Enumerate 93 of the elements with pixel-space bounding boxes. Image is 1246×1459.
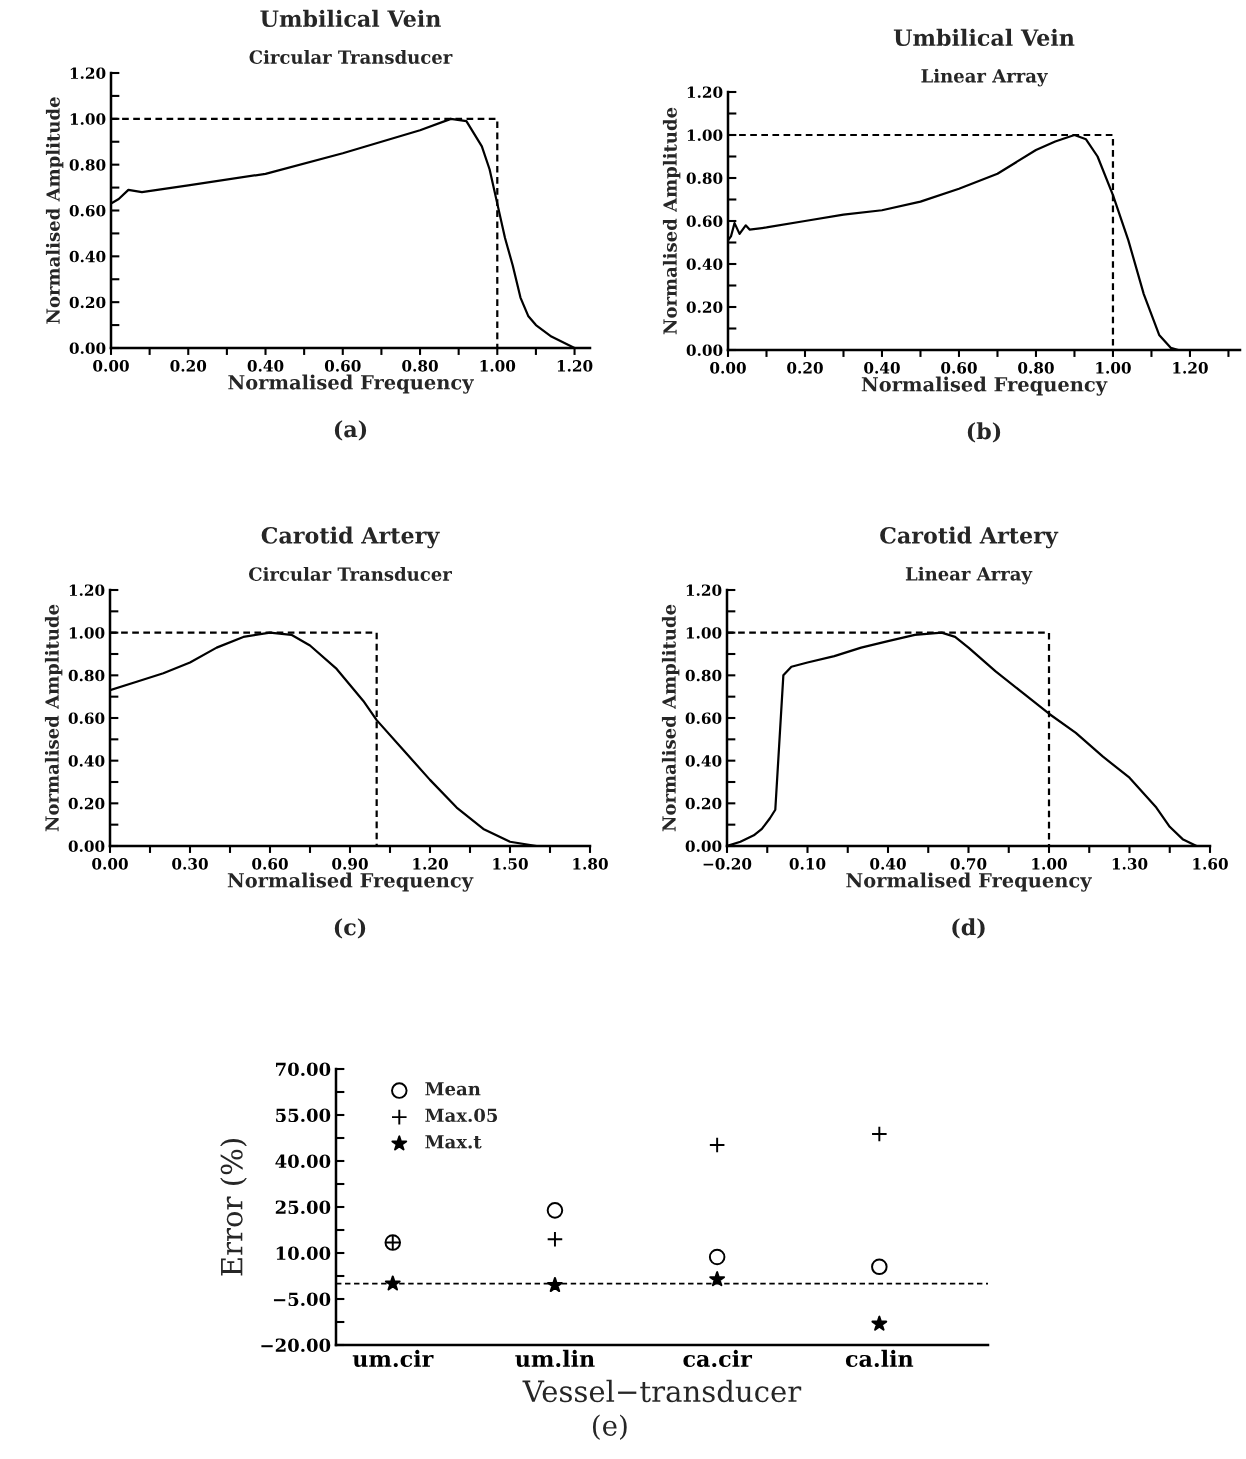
y-tick-label: 10.00 xyxy=(276,1246,331,1261)
y-axis-title: Normalised Amplitude xyxy=(661,604,680,832)
x-tick-label: 0.80 xyxy=(1018,362,1054,374)
y-tick-label: 0.60 xyxy=(69,204,106,217)
y-tick-label: −5.00 xyxy=(273,1292,331,1307)
chart-subtitle: Linear Array xyxy=(921,68,1048,87)
chart-title: Carotid Artery xyxy=(261,526,440,549)
x-tick-label: 0.90 xyxy=(332,858,368,870)
y-tick-label: 0.60 xyxy=(686,215,723,228)
y-tick-label: 1.20 xyxy=(686,584,722,597)
y-tick-label: 1.00 xyxy=(687,129,723,142)
y-tick-label: 0.80 xyxy=(68,669,105,682)
y-tick-label: 0.20 xyxy=(68,797,105,810)
y-tick-label: 0.00 xyxy=(68,840,105,853)
chart-title: Carotid Artery xyxy=(880,526,1059,549)
x-tick-label: ca.lin xyxy=(845,1349,914,1368)
y-tick-label: 40.00 xyxy=(275,1154,331,1169)
x-tick-label: 0.00 xyxy=(93,360,129,372)
x-axis-title: Normalised Frequency xyxy=(861,376,1108,396)
x-tick-label: 1.20 xyxy=(1173,362,1208,374)
text: (c) xyxy=(334,918,366,939)
y-tick-label: 0.40 xyxy=(69,250,106,263)
legend-label: Max.t xyxy=(425,1135,482,1149)
x-tick-label: 0.20 xyxy=(787,362,823,374)
y-tick-label: 0.20 xyxy=(686,301,723,314)
x-tick-label: um.lin xyxy=(515,1349,595,1368)
y-tick-label: 0.60 xyxy=(68,712,105,725)
x-tick-label: 0.40 xyxy=(247,360,284,372)
legend-label: Mean xyxy=(425,1082,481,1096)
x-tick-label: 1.00 xyxy=(480,360,516,372)
chart-subtitle: Circular Transducer xyxy=(248,566,452,581)
x-tick-label: 0.00 xyxy=(710,362,746,374)
x-axis-title: Vessel−transducer xyxy=(522,1379,802,1403)
y-tick-label: 0.00 xyxy=(69,342,106,355)
x-tick-label: 0.70 xyxy=(950,858,987,870)
x-tick-label: 1.20 xyxy=(557,360,593,372)
x-tick-label: 0.40 xyxy=(870,858,906,870)
y-tick-label: 0.40 xyxy=(685,755,722,767)
x-tick-label: −0.20 xyxy=(703,858,752,870)
x-tick-label: 0.60 xyxy=(941,362,977,374)
y-tick-label: 1.00 xyxy=(70,113,106,125)
chart-subtitle: Circular Transducer xyxy=(249,49,453,64)
text: (d) xyxy=(952,918,985,939)
x-tick-label: 0.30 xyxy=(172,858,208,870)
x-axis-title: Normalised Frequency xyxy=(227,872,474,892)
x-tick-label: 1.20 xyxy=(413,858,448,870)
y-tick-label: 0.20 xyxy=(685,797,722,810)
text: (b) xyxy=(967,422,1001,443)
y-tick-label: −20.00 xyxy=(261,1338,331,1353)
x-tick-label: 1.00 xyxy=(1032,858,1067,870)
text: (e) xyxy=(592,1414,627,1440)
y-tick-label: 0.80 xyxy=(685,669,722,682)
x-tick-label: 1.00 xyxy=(1096,362,1131,374)
x-axis-title: Normalised Frequency xyxy=(228,374,474,394)
x-tick-label: 1.80 xyxy=(573,858,608,870)
x-tick-label: 0.10 xyxy=(789,858,826,870)
x-tick-label: 1.50 xyxy=(493,858,528,870)
x-tick-label: um.cir xyxy=(352,1349,434,1368)
x-tick-label: 0.40 xyxy=(864,362,900,374)
x-tick-label: 1.60 xyxy=(1193,858,1228,870)
y-tick-label: 0.60 xyxy=(685,712,722,725)
x-tick-label: 0.60 xyxy=(324,360,361,372)
x-tick-label: ca.cir xyxy=(683,1349,753,1368)
y-tick-label: 1.20 xyxy=(70,67,106,80)
text: (a) xyxy=(334,420,367,441)
y-tick-label: 1.20 xyxy=(69,584,105,597)
y-tick-label: 0.80 xyxy=(69,159,106,171)
y-tick-label: 0.80 xyxy=(686,172,723,185)
chart-title: Umbilical Vein xyxy=(260,9,441,28)
chart-title: Umbilical Vein xyxy=(893,28,1075,47)
y-tick-label: 0.40 xyxy=(686,258,723,271)
y-tick-label: 0.00 xyxy=(685,840,722,853)
y-tick-label: 55.00 xyxy=(276,1108,331,1123)
x-tick-label: 0.60 xyxy=(252,858,288,870)
y-tick-label: 0.40 xyxy=(68,755,105,767)
y-tick-label: 0.00 xyxy=(686,344,723,357)
x-tick-label: 0.80 xyxy=(402,360,438,372)
x-axis-title: Normalised Frequency xyxy=(846,872,1092,892)
y-tick-label: 25.00 xyxy=(275,1200,331,1215)
legend-label: Max.05 xyxy=(425,1108,498,1123)
y-tick-label: 1.00 xyxy=(69,627,105,639)
y-axis-title: Normalised Amplitude xyxy=(662,107,681,335)
y-tick-label: 70.00 xyxy=(276,1062,331,1077)
x-tick-label: 1.30 xyxy=(1112,858,1148,870)
y-tick-label: 1.20 xyxy=(687,86,723,99)
x-tick-label: 0.00 xyxy=(92,858,128,870)
chart-subtitle: Linear Array xyxy=(905,566,1033,585)
y-axis-title: Normalised Amplitude xyxy=(44,604,63,832)
y-axis-title: Error (%) xyxy=(220,1139,247,1276)
x-tick-label: 0.20 xyxy=(170,360,207,372)
y-tick-label: 1.00 xyxy=(686,627,722,639)
y-tick-label: 0.20 xyxy=(69,296,106,309)
y-axis-title: Normalised Amplitude xyxy=(45,97,64,324)
